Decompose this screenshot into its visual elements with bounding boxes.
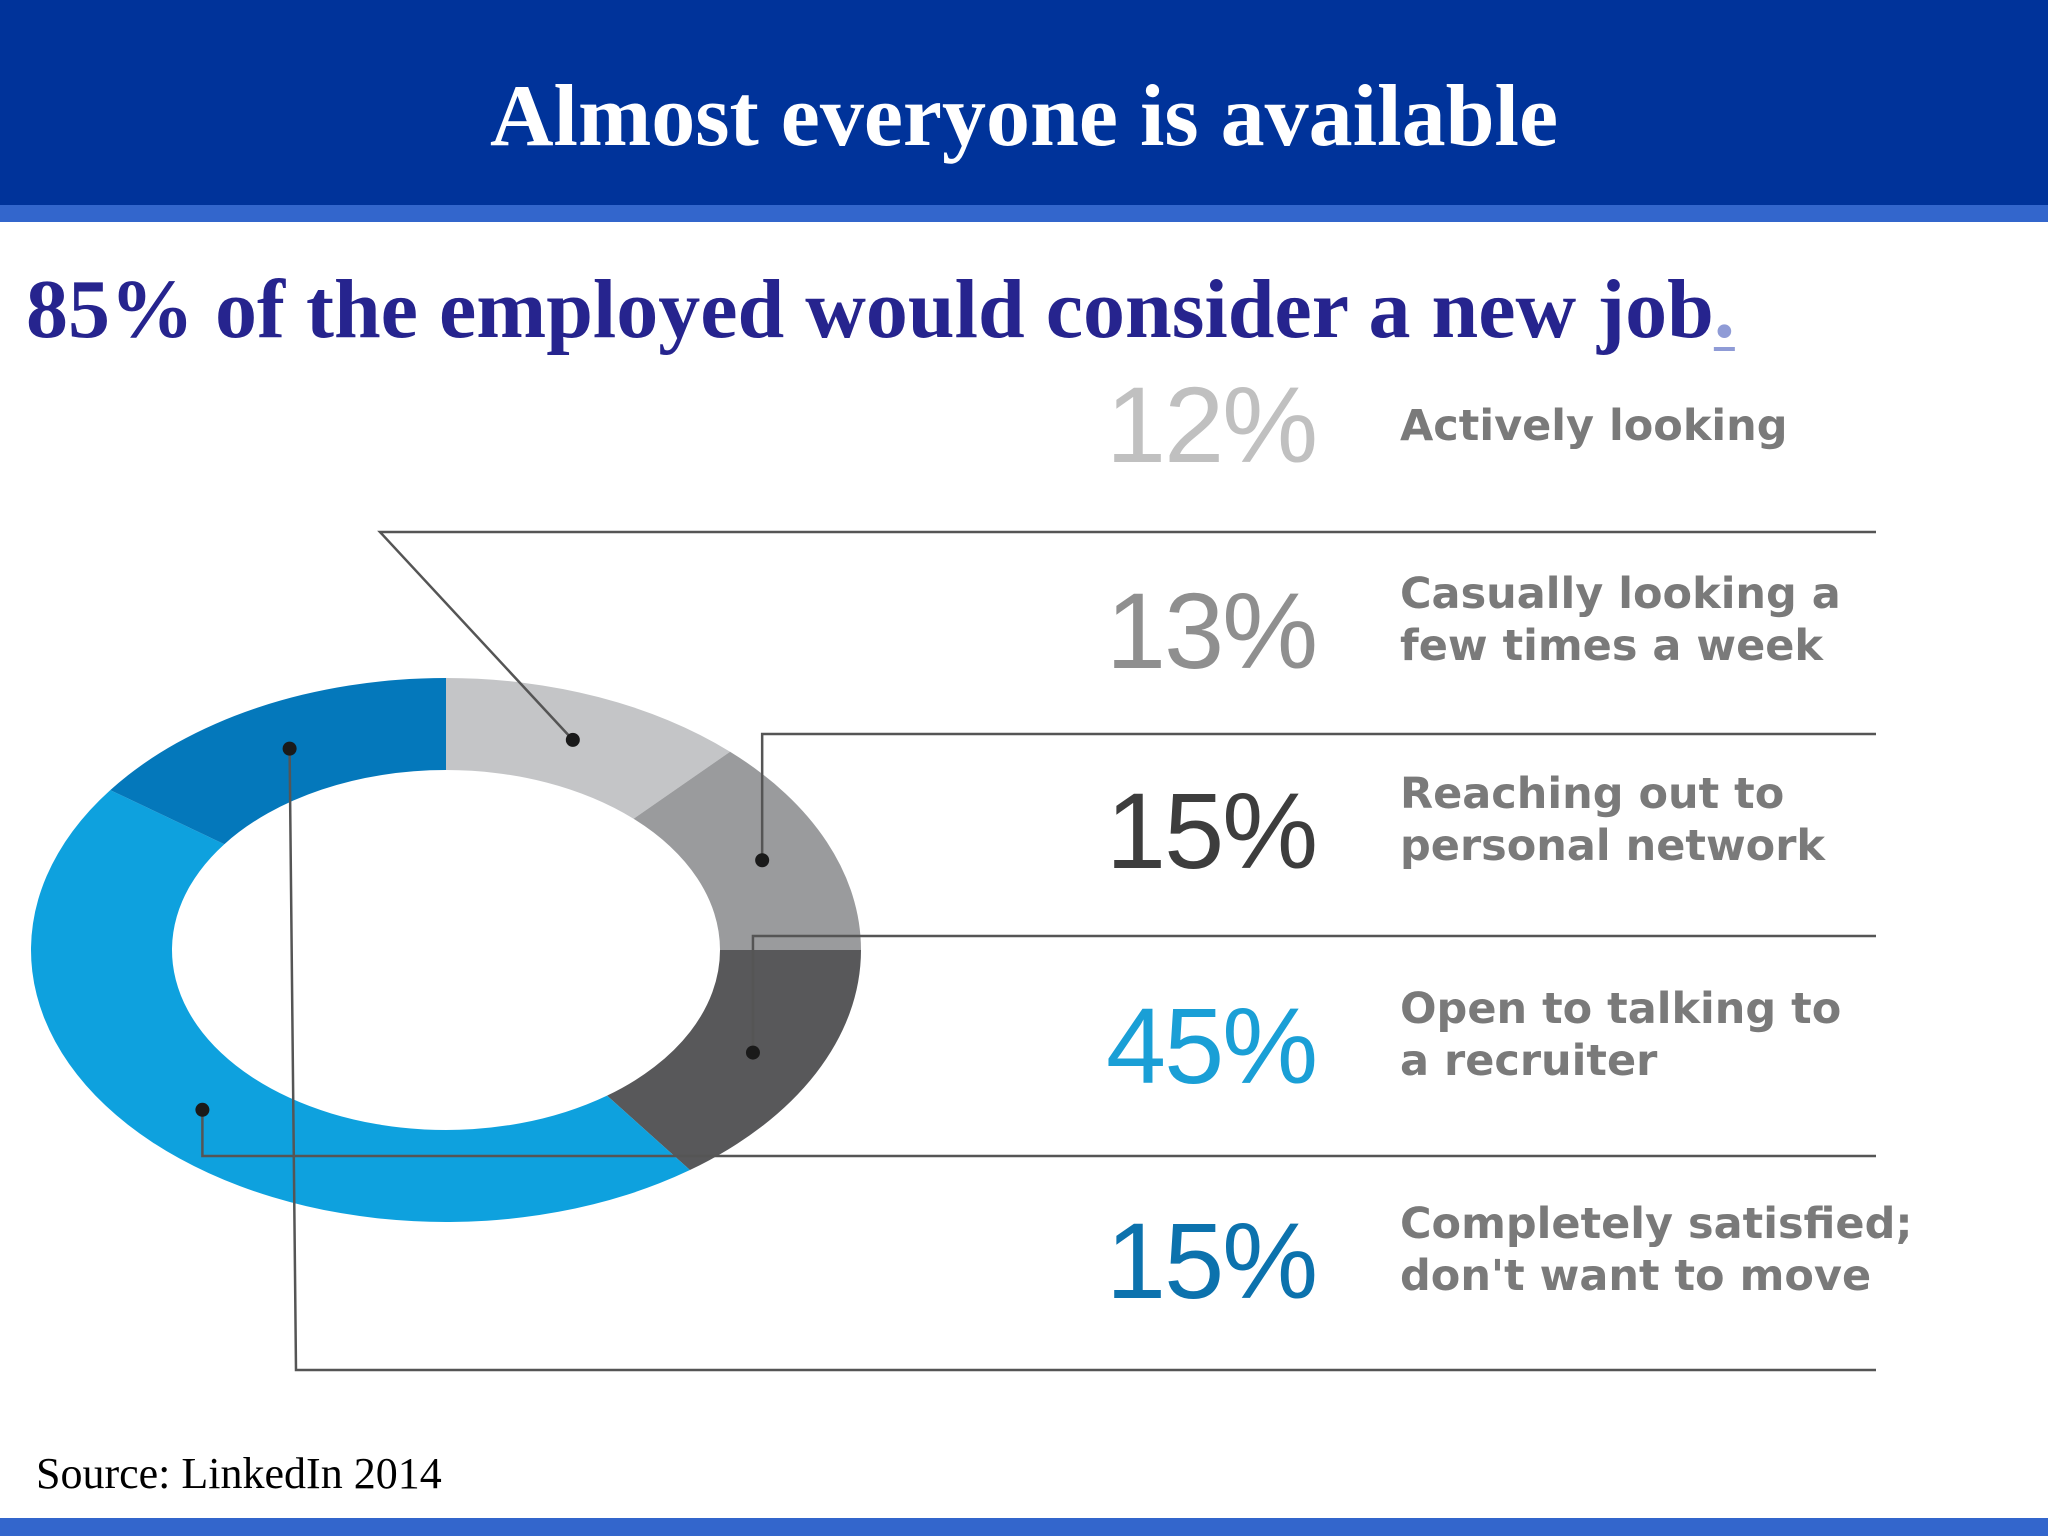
slice-label-4-line-1: Open to talking to [1400, 984, 1841, 1034]
donut-slice-2 [633, 751, 861, 950]
percent-value-3: 15% [1106, 770, 1316, 891]
percent-value-2: 13% [1106, 570, 1316, 691]
leader-line-5 [288, 748, 1876, 1372]
leader-dot-5 [282, 741, 297, 756]
percent-value-5: 15% [1106, 1200, 1316, 1321]
leader-dot-2 [755, 853, 770, 868]
headline-trailing: . [1713, 263, 1735, 356]
slice-label-5-line-1: Completely satisfied; [1400, 1199, 1913, 1249]
donut-slice-4 [31, 790, 690, 1222]
donut-slice-1 [446, 678, 731, 819]
leader-line-1 [377, 530, 1876, 741]
page-title: Almost everyone is available [489, 68, 1559, 165]
leader-line-2 [760, 732, 1876, 861]
header-band [0, 0, 2048, 205]
source-note: Source: LinkedIn 2014 [36, 1449, 442, 1498]
leader-line-3 [751, 934, 1876, 1053]
donut-slice-5 [110, 678, 447, 845]
percent-value-1: 12% [1106, 364, 1316, 485]
slice-label-2-line-1: Casually looking a [1400, 569, 1841, 619]
headline: 85% of the employed would consider a new… [26, 255, 1735, 365]
leader-dot-1 [565, 732, 580, 747]
leader-dot-4 [195, 1102, 210, 1117]
donut-chart: 12% Actively looking 13% Casually looking a… [31, 364, 1913, 1372]
slice-label-5-line-2: don't want to move [1400, 1251, 1871, 1301]
header-rule [0, 205, 2048, 222]
leader-dot-3 [745, 1045, 760, 1060]
slice-label-3-line-2: personal network [1400, 821, 1826, 871]
slice-label-3-line-1: Reaching out to [1400, 769, 1784, 819]
percent-value-4: 45% [1106, 985, 1316, 1106]
donut-slice-3 [607, 950, 861, 1171]
slice-label-4-line-2: a recruiter [1400, 1036, 1658, 1086]
leader-line-4 [201, 1109, 1876, 1158]
slice-label-1-line-1: Actively looking [1400, 401, 1788, 451]
slice-label-2-line-2: few times a week [1400, 621, 1824, 671]
headline-text: 85% of the employed would consider a new… [26, 263, 1714, 356]
footer-rule [0, 1518, 2048, 1536]
